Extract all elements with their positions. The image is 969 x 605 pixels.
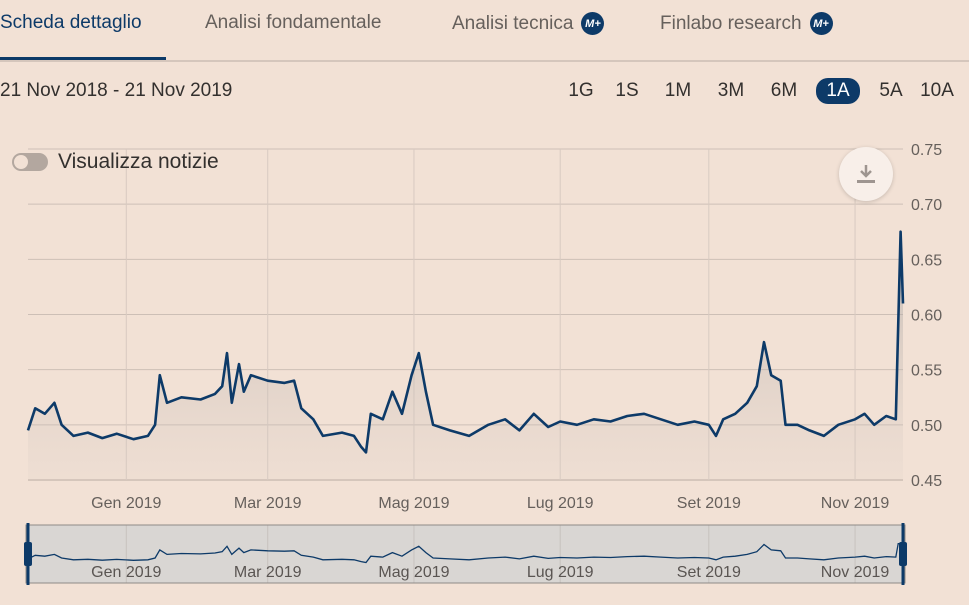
- tab-label: Finlabo research: [660, 12, 802, 34]
- period-6m[interactable]: 6M: [770, 80, 798, 101]
- navigator-tick-label: Lug 2019: [527, 564, 594, 581]
- y-tick-label: 0.45: [911, 473, 942, 490]
- navigator-handle-left-grip[interactable]: [24, 542, 32, 566]
- navigator-tick-label: Nov 2019: [821, 564, 890, 581]
- navigator-tick-label: Mag 2019: [378, 564, 449, 581]
- tab-scheda-dettaglio[interactable]: Scheda dettaglio: [0, 12, 142, 34]
- premium-badge-icon: M+: [809, 12, 833, 35]
- y-tick-label: 0.60: [911, 308, 942, 325]
- tab-analisi-fondamentale[interactable]: Analisi fondamentale: [205, 12, 381, 34]
- navigator-handle-right-grip[interactable]: [899, 542, 907, 566]
- navigator-tick-label: Mar 2019: [234, 564, 302, 581]
- x-tick-label: Set 2019: [677, 495, 741, 512]
- y-tick-label: 0.55: [911, 363, 942, 380]
- tab-finlabo-research[interactable]: Finlabo research M+: [660, 12, 833, 35]
- download-icon: [857, 165, 875, 183]
- news-toggle[interactable]: [12, 153, 48, 171]
- premium-badge-icon: M+: [581, 12, 605, 35]
- x-tick-label: Mag 2019: [378, 495, 449, 512]
- navigator-tick-label: Gen 2019: [91, 564, 161, 581]
- active-tab-indicator: [0, 57, 166, 60]
- x-tick-label: Gen 2019: [91, 495, 161, 512]
- period-5a[interactable]: 5A: [879, 80, 903, 101]
- date-range: 21 Nov 2018 - 21 Nov 2019: [0, 80, 233, 101]
- x-tick-label: Mar 2019: [234, 495, 302, 512]
- tab-label: Scheda dettaglio: [0, 12, 142, 33]
- navigator-line: [27, 542, 903, 564]
- navigator: Gen 2019 Mar 2019 Mag 2019 Lug 2019 Set 2019…: [24, 523, 907, 585]
- period-3m[interactable]: 3M: [717, 80, 745, 101]
- period-selector: 1G 1S 1M 3M 6M 1A 5A 10A: [560, 78, 960, 104]
- period-1g[interactable]: 1G: [568, 80, 594, 101]
- y-tick-label: 0.50: [911, 418, 942, 435]
- y-tick-label: 0.70: [911, 197, 942, 214]
- news-toggle-label: Visualizza notizie: [58, 150, 219, 173]
- tab-bar: Scheda dettaglio Analisi fondamentale An…: [0, 0, 969, 62]
- download-button[interactable]: [839, 147, 893, 201]
- x-tick-label: Lug 2019: [527, 495, 594, 512]
- toggle-knob: [14, 155, 28, 169]
- price-area: [28, 231, 903, 480]
- navigator-tick-label: Set 2019: [677, 564, 741, 581]
- period-10a[interactable]: 10A: [920, 80, 954, 101]
- y-axis: 0.45 0.50 0.55 0.60 0.65 0.70 0.75: [911, 142, 942, 490]
- tab-analisi-tecnica[interactable]: Analisi tecnica M+: [452, 12, 605, 35]
- y-tick-label: 0.75: [911, 142, 942, 159]
- period-1m[interactable]: 1M: [664, 80, 692, 101]
- price-line: [26, 230, 905, 454]
- news-toggle-row: Visualizza notizie: [12, 150, 219, 174]
- period-1s[interactable]: 1S: [615, 80, 639, 101]
- x-axis: Gen 2019 Mar 2019 Mag 2019 Lug 2019 Set 2019…: [91, 495, 889, 512]
- y-tick-label: 0.65: [911, 252, 942, 269]
- tab-label: Analisi tecnica: [452, 12, 574, 34]
- x-tick-label: Nov 2019: [821, 495, 890, 512]
- tab-label: Analisi fondamentale: [205, 12, 382, 33]
- period-1a[interactable]: 1A: [816, 78, 860, 104]
